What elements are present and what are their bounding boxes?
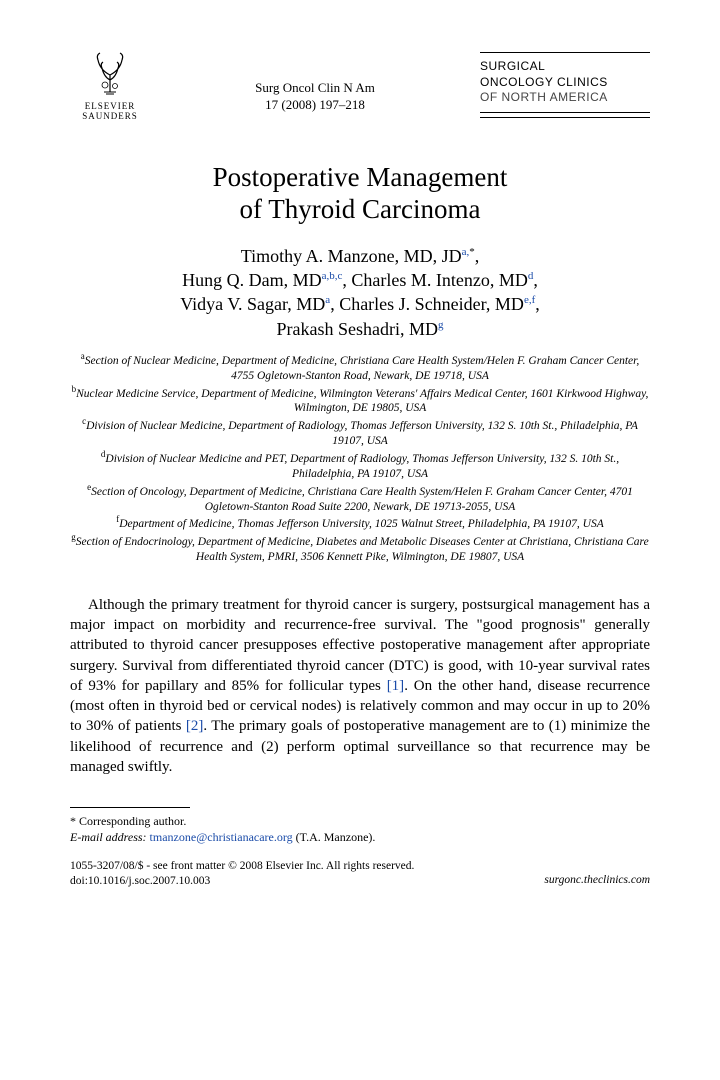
page-header: ELSEVIER SAUNDERS Surg Oncol Clin N Am 1… (70, 50, 650, 121)
issn-copyright: 1055-3207/08/$ - see front matter © 2008… (70, 859, 414, 874)
body-paragraph: Although the primary treatment for thyro… (70, 595, 650, 777)
affiliation-e: Section of Oncology, Department of Medic… (91, 486, 633, 513)
journal-reference: Surg Oncol Clin N Am 17 (2008) 197–218 (255, 50, 375, 114)
journal-title-box: SURGICAL ONCOLOGY CLINICS OF NORTH AMERI… (480, 50, 650, 120)
email-link[interactable]: tmanzone@christianacare.org (150, 830, 293, 844)
author: Prakash Seshadri, MDg (277, 319, 444, 339)
affiliation-b: Nuclear Medicine Service, Department of … (76, 388, 648, 415)
author: Hung Q. Dam, MDa,b,c (182, 270, 342, 290)
affiliations: aSection of Nuclear Medicine, Department… (70, 351, 650, 565)
citation-link[interactable]: [1] (387, 678, 405, 694)
publisher-logo: ELSEVIER SAUNDERS (70, 50, 150, 121)
journal-box-line1: SURGICAL (480, 59, 545, 73)
author: Charles J. Schneider, MDe,f (339, 294, 535, 314)
page-footer: 1055-3207/08/$ - see front matter © 2008… (70, 859, 650, 889)
journal-abbrev: Surg Oncol Clin N Am (255, 80, 375, 97)
affiliation-a: Section of Nuclear Medicine, Department … (85, 355, 639, 382)
author: Charles M. Intenzo, MDd (351, 270, 533, 290)
email-label: E-mail address: (70, 830, 147, 844)
author: Timothy A. Manzone, MD, JDa,* (241, 246, 475, 266)
publisher-name: ELSEVIER SAUNDERS (70, 101, 150, 121)
affiliation-f: Department of Medicine, Thomas Jefferson… (119, 518, 604, 530)
affiliation-g: Section of Endocrinology, Department of … (76, 536, 649, 563)
corresponding-label: * Corresponding author. (70, 814, 650, 830)
footnote-separator (70, 807, 190, 808)
journal-box-line3: OF NORTH AMERICA (480, 90, 608, 104)
author-list: Timothy A. Manzone, MD, JDa,*, Hung Q. D… (70, 244, 650, 341)
doi: doi:10.1016/j.soc.2007.10.003 (70, 874, 414, 889)
elsevier-tree-icon (90, 50, 130, 95)
corresponding-author-footnote: * Corresponding author. E-mail address: … (70, 814, 650, 845)
article-title: Postoperative Management of Thyroid Carc… (70, 161, 650, 226)
journal-url[interactable]: surgonc.theclinics.com (544, 859, 650, 889)
affiliation-c: Division of Nuclear Medicine, Department… (86, 420, 638, 447)
affiliation-d: Division of Nuclear Medicine and PET, De… (105, 453, 619, 480)
journal-volume-pages: 17 (2008) 197–218 (255, 97, 375, 114)
author: Vidya V. Sagar, MDa (180, 294, 330, 314)
email-author: (T.A. Manzone). (293, 830, 376, 844)
citation-link[interactable]: [2] (186, 718, 204, 734)
journal-box-line2: ONCOLOGY CLINICS (480, 75, 608, 89)
